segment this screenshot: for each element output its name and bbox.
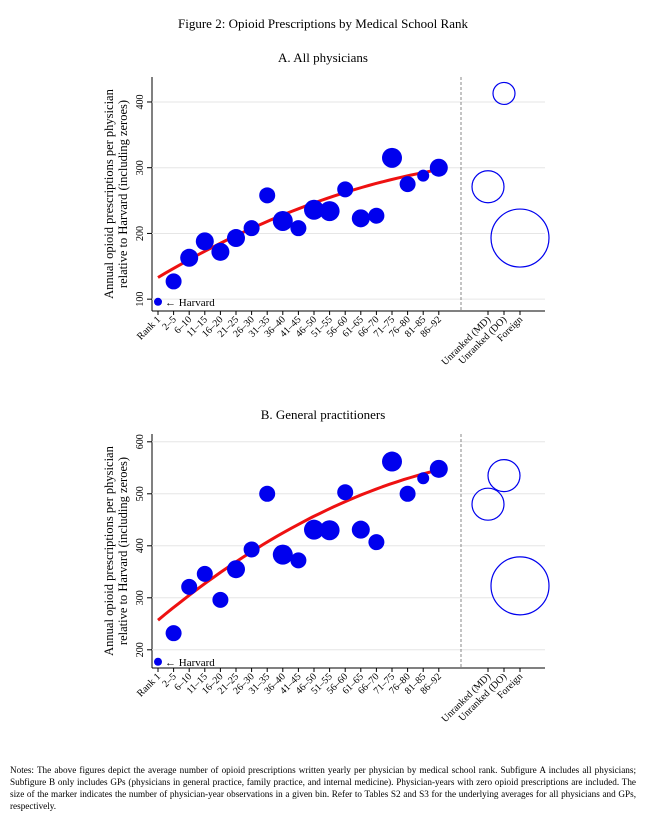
figure-title: Figure 2: Opioid Prescriptions by Medica…	[178, 16, 468, 31]
data-point	[382, 451, 402, 472]
data-point	[290, 552, 307, 569]
data-point	[351, 520, 370, 539]
data-point	[429, 158, 448, 177]
y-tick-label: 400	[135, 538, 146, 553]
data-point	[399, 485, 416, 502]
data-point	[154, 297, 162, 306]
y-tick-label: 300	[135, 160, 146, 175]
data-point	[165, 273, 182, 290]
data-point	[272, 210, 293, 231]
harvard-annotation: ← Harvard	[165, 297, 215, 309]
data-point	[290, 220, 307, 237]
data-point	[368, 207, 385, 224]
harvard-annotation: ← Harvard	[165, 657, 215, 669]
data-point	[399, 176, 416, 193]
data-point	[337, 484, 354, 501]
y-tick-label: 100	[135, 292, 146, 307]
data-point-hollow	[490, 208, 550, 268]
data-point	[417, 472, 430, 485]
data-point	[429, 459, 448, 478]
y-tick-label: 600	[135, 434, 146, 449]
data-point	[196, 565, 213, 582]
data-point-hollow	[487, 459, 521, 493]
data-point	[211, 242, 230, 261]
fit-curve	[157, 468, 440, 622]
data-point	[368, 534, 385, 551]
data-point	[272, 544, 293, 565]
y-tick-label: 500	[135, 486, 146, 501]
y-axis-label-line2: relative to Harvard (including zeroes)	[116, 100, 130, 288]
data-point-hollow	[492, 81, 516, 106]
fit-curve	[157, 168, 440, 279]
y-tick-label: 200	[135, 226, 146, 241]
data-point-hollow	[490, 556, 550, 616]
data-point	[181, 578, 198, 595]
y-tick-label: 300	[135, 590, 146, 605]
data-point-hollow	[471, 487, 505, 521]
data-point	[304, 199, 324, 220]
data-point	[154, 657, 162, 666]
panel-a-title: A. All physicians	[278, 50, 368, 65]
data-point	[227, 229, 245, 248]
data-point	[337, 181, 354, 198]
y-axis-label-line1: Annual opioid prescriptions per physicia…	[102, 88, 116, 298]
data-point	[417, 169, 430, 182]
data-point	[165, 625, 182, 642]
data-point	[319, 201, 340, 222]
y-tick-label: 400	[135, 94, 146, 109]
data-point	[382, 147, 402, 168]
panel-b-title: B. General practitioners	[261, 407, 386, 422]
data-point	[243, 220, 260, 237]
y-tick-label: 200	[135, 642, 146, 657]
data-point	[195, 232, 214, 251]
data-point	[259, 485, 276, 502]
data-point	[259, 187, 276, 204]
data-point	[319, 520, 340, 541]
data-point	[227, 560, 245, 579]
data-point	[212, 591, 229, 608]
y-axis-label-line2: relative to Harvard (including zeroes)	[116, 457, 130, 645]
data-point	[351, 209, 370, 228]
chart-panel-a: A. All physicians 100 200 300 400 Annual opio…	[102, 50, 550, 368]
data-point-hollow	[471, 170, 505, 204]
x-tick-label: Rank 1	[135, 671, 163, 699]
chart-panel-b: B. General practitioners 200 300 400 500 600 A…	[102, 407, 550, 725]
y-axis-label-line1: Annual opioid prescriptions per physicia…	[102, 445, 116, 655]
figure-notes: Notes: The above figures depict the aver…	[10, 765, 636, 811]
data-point	[180, 248, 199, 267]
data-point	[243, 541, 260, 558]
data-point	[304, 519, 324, 540]
